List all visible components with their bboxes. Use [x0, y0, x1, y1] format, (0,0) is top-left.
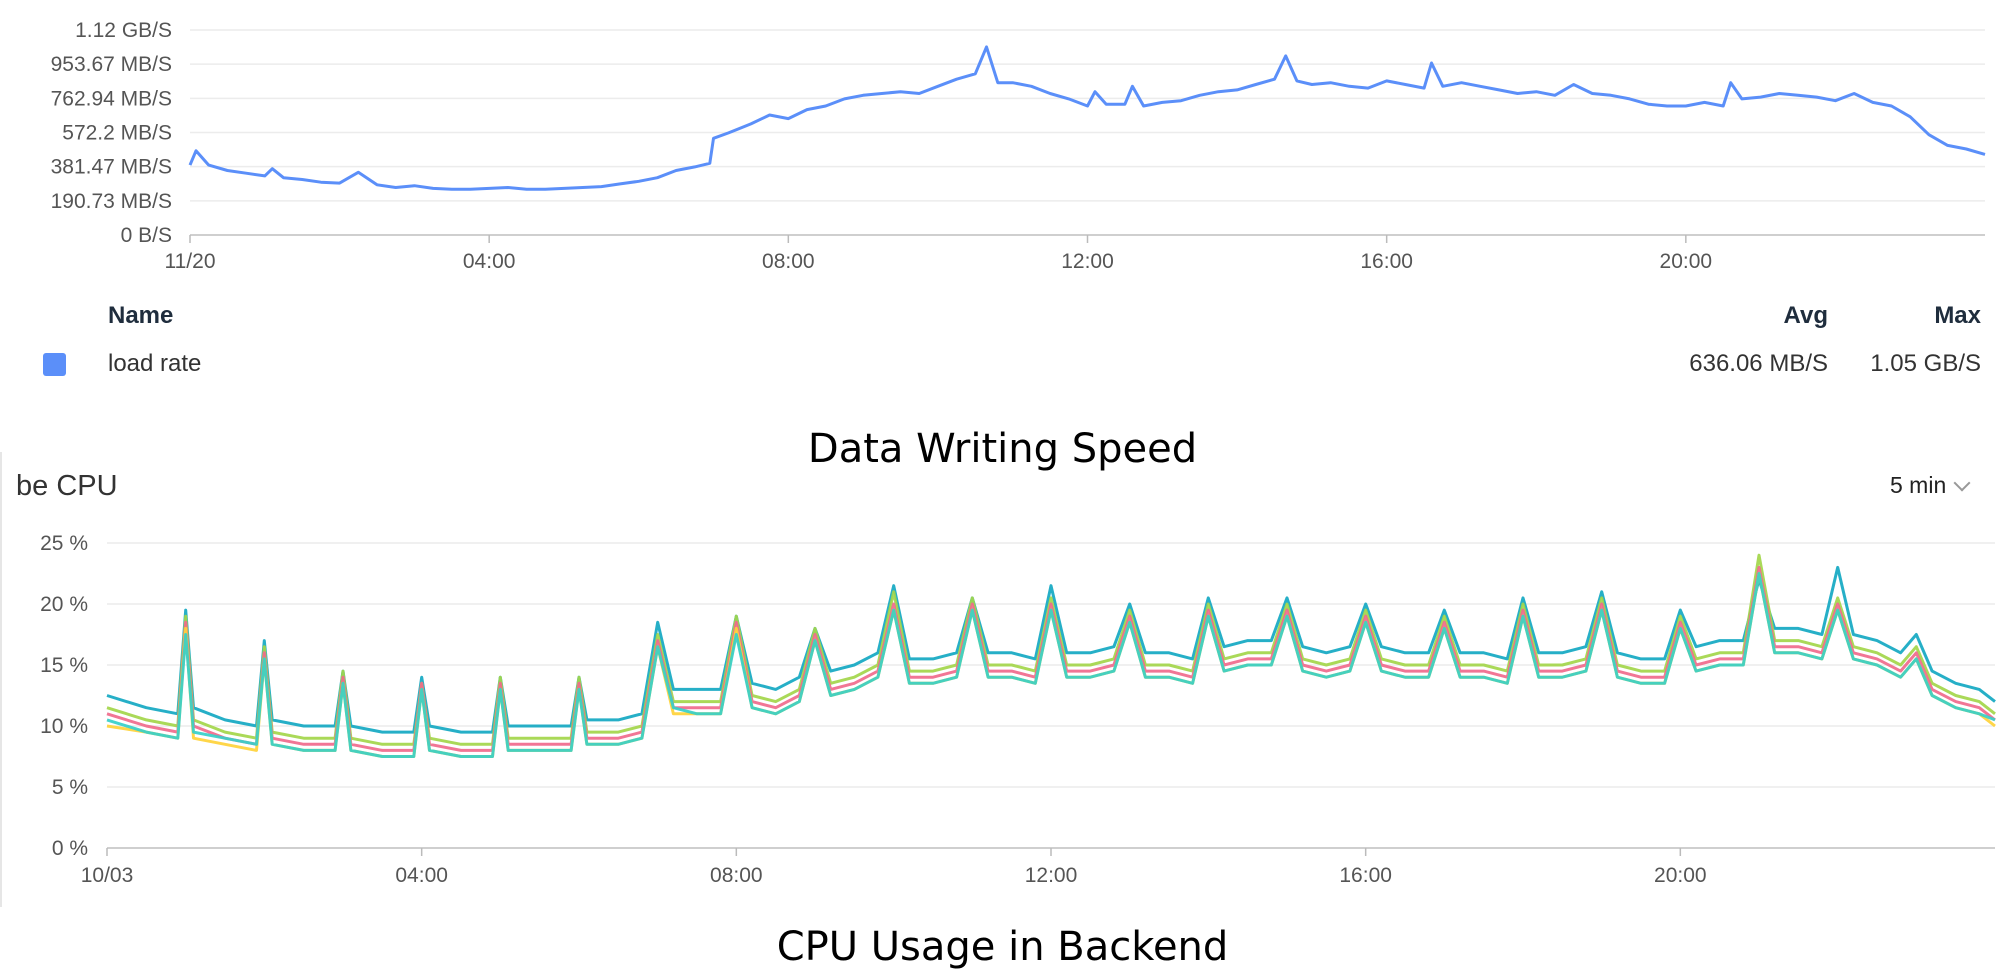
cpu-plot-area — [106, 553, 1996, 758]
x-tick-label: 04:00 — [395, 864, 448, 887]
legend-header-max: Max — [1934, 302, 1981, 329]
legend-swatch — [43, 353, 66, 376]
panel-border — [0, 452, 2, 907]
x-tick-label: 16:00 — [1339, 864, 1392, 887]
legend-header-avg: Avg — [1783, 302, 1828, 329]
y-tick-label: 953.67 MB/S — [51, 53, 172, 76]
x-tick-label: 20:00 — [1654, 864, 1707, 887]
series-line-load-rate — [188, 45, 1986, 191]
cpu-series-line-3 — [106, 565, 1996, 752]
cpu-series-line-1 — [106, 565, 1996, 734]
y-tick-label: 1.12 GB/S — [75, 19, 172, 42]
y-tick-label: 0 B/S — [121, 224, 172, 247]
write-speed-plot-area — [188, 45, 1986, 191]
write-speed-axis-ticks: 0 B/S 190.73 MB/S 381.47 MB/S 572.2 MB/S 762… — [51, 19, 1713, 273]
caption-data-writing-speed: Data Writing Speed — [807, 426, 1198, 472]
x-tick-label: 10/03 — [81, 864, 134, 887]
cpu-series-line-5 — [106, 572, 1996, 758]
y-tick-label: 572.2 MB/S — [62, 122, 172, 145]
y-tick-label: 381.47 MB/S — [51, 156, 172, 179]
cpu-axis-ticks: 0 % 5 % 10 % 15 % 20 % 25 % 10/03 04:00 08:00 12:… — [40, 532, 1706, 887]
y-tick-label: 0 % — [52, 837, 88, 860]
x-tick-label: 04:00 — [463, 250, 516, 273]
caption-cpu-usage-backend: CPU Usage in Backend — [776, 924, 1229, 970]
y-tick-label: 10 % — [40, 715, 88, 738]
interval-value: 5 min — [1890, 472, 1947, 498]
legend-header-name: Name — [108, 302, 174, 329]
x-tick-label: 16:00 — [1360, 250, 1413, 273]
y-tick-label: 762.94 MB/S — [51, 87, 172, 110]
cpu-series-line-2 — [106, 553, 1996, 746]
chevron-down-icon — [1953, 474, 1971, 492]
y-tick-label: 5 % — [52, 776, 88, 799]
panel-title: be CPU — [16, 470, 118, 502]
x-tick-label: 11/20 — [165, 250, 216, 273]
legend-series-max: 1.05 GB/S — [1870, 350, 1981, 377]
y-tick-label: 15 % — [40, 654, 88, 677]
y-tick-label: 25 % — [40, 532, 88, 555]
legend-series-name: load rate — [108, 350, 202, 377]
y-tick-label: 20 % — [40, 593, 88, 616]
legend-series-avg: 636.06 MB/S — [1689, 350, 1828, 377]
interval-selector[interactable]: 5 min — [1890, 472, 1971, 499]
x-tick-label: 20:00 — [1660, 250, 1713, 273]
x-tick-label: 12:00 — [1061, 250, 1114, 273]
write-speed-grid — [190, 29, 1985, 236]
x-tick-label: 08:00 — [762, 250, 815, 273]
x-tick-label: 12:00 — [1025, 864, 1078, 887]
y-tick-label: 190.73 MB/S — [51, 190, 172, 213]
x-tick-label: 08:00 — [710, 864, 763, 887]
